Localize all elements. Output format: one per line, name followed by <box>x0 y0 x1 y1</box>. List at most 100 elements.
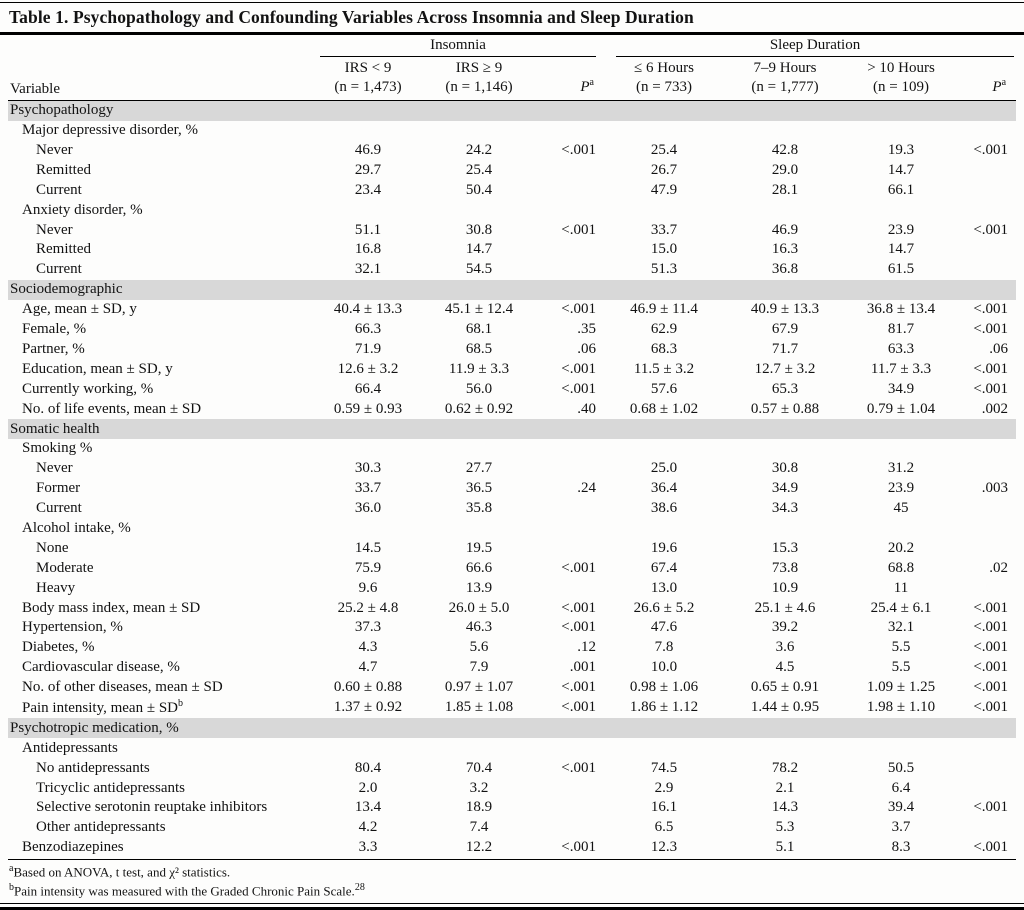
value-cell: 27.7 <box>465 460 493 477</box>
value-cell: 32.1 <box>887 619 915 636</box>
value-cell: 1.37 ± 0.92 <box>333 699 403 716</box>
group-header-spacer <box>8 35 316 57</box>
value-cell: 0.68 ± 1.02 <box>629 400 699 417</box>
value-cell: 0.79 ± 1.04 <box>866 400 936 417</box>
group-header-row: Insomnia Sleep Duration <box>8 35 1016 57</box>
variable-row: Heavy 9.6 13.9 13.0 10.9 11 <box>8 578 1016 598</box>
column-header-row: Variable IRS < 9 (n = 1,473) IRS ≥ 9 (n … <box>8 56 1017 101</box>
value-cell: 32.1 <box>354 261 382 278</box>
value-cell: 0.60 ± 0.88 <box>333 679 403 696</box>
value-cell: 80.4 <box>354 759 382 776</box>
value-cell: 61.5 <box>887 261 915 278</box>
variable-label: Body mass index, mean ± SD <box>22 599 201 616</box>
value-cell: 11 <box>893 579 909 596</box>
value-cell: 6.4 <box>891 779 911 796</box>
variable-label: Never <box>36 142 73 159</box>
value-cell: 1.09 ± 1.25 <box>866 679 936 696</box>
section-label: Sociodemographic <box>8 279 1017 300</box>
value-cell: 66.1 <box>887 181 915 198</box>
value-cell: 0.98 ± 1.06 <box>629 679 699 696</box>
value-cell: 66.4 <box>354 380 382 397</box>
value-cell: 36.4 <box>650 480 678 497</box>
variable-label: Never <box>36 221 73 238</box>
value-cell: 2.0 <box>358 779 378 796</box>
footnote-text-a: Based on ANOVA, t test, and χ² statistic… <box>13 863 231 879</box>
value-cell: 23.4 <box>354 181 382 198</box>
variable-row: Other antidepressants 4.2 7.4 6.5 5.3 3.7 <box>8 818 1016 838</box>
variable-row: Remitted 16.8 14.7 15.0 16.3 14.7 <box>8 240 1016 260</box>
value-cell: 30.8 <box>771 460 799 477</box>
value-cell: 46.9 <box>354 142 382 159</box>
column-sublabel: (n = 1,777) <box>751 79 819 96</box>
variable-label: Moderate <box>36 559 94 576</box>
value-cell: 0.97 ± 1.07 <box>444 679 514 696</box>
variable-row: No. of life events, mean ± SD 0.59 ± 0.93… <box>8 399 1016 419</box>
value-cell: 7.4 <box>469 819 489 836</box>
value-cell: 66.6 <box>465 559 493 576</box>
p-value-cell: <.001 <box>561 142 596 159</box>
column-header-irs-ge-9: IRS ≥ 9 (n = 1,146) <box>420 56 538 101</box>
variable-row: Benzodiazepines 3.3 12.2 <.001 12.3 5.1 8.3 <.0… <box>8 838 1016 858</box>
column-group-insomnia: Insomnia <box>316 35 604 57</box>
value-cell: 45 <box>893 500 909 517</box>
value-cell: 34.9 <box>887 380 915 397</box>
p-value-cell <box>956 499 1016 519</box>
p-value-cell: <.001 <box>973 221 1009 238</box>
value-cell: 46.9 <box>771 221 799 238</box>
variable-label: Remitted <box>36 161 91 178</box>
value-cell: 68.3 <box>650 340 678 357</box>
value-cell: 23.9 <box>887 480 915 497</box>
value-cell: 50.4 <box>465 181 493 198</box>
p-value-cell <box>956 778 1016 798</box>
value-cell: 11.5 ± 3.2 <box>633 360 695 377</box>
top-rule <box>0 2 1024 3</box>
column-header-irs-lt-9: IRS < 9 (n = 1,473) <box>316 56 420 101</box>
variable-row: Former 33.7 36.5 .24 36.4 34.9 23.9 .003 <box>8 479 1016 499</box>
value-cell: 46.9 ± 11.4 <box>630 301 698 318</box>
value-cell: 5.5 <box>891 639 911 656</box>
value-cell: 78.2 <box>771 759 799 776</box>
p-value-cell <box>538 240 604 260</box>
p-value-cell: <.001 <box>973 659 1009 676</box>
column-sublabel: (n = 1,473) <box>334 79 402 96</box>
value-cell: 3.6 <box>775 639 795 656</box>
column-label: ≤ 6 Hours <box>634 59 694 76</box>
value-cell: 1.98 ± 1.10 <box>866 699 936 716</box>
section-label: Psychotropic medication, % <box>8 718 1017 739</box>
value-cell: 56.0 <box>465 380 493 397</box>
variable-label: Currently working, % <box>22 380 154 397</box>
p-value-cell <box>956 578 1016 598</box>
value-cell: 73.8 <box>771 559 799 576</box>
p-value-cell: <.001 <box>973 639 1009 656</box>
variable-label: Remitted <box>36 241 91 258</box>
value-cell: 71.9 <box>354 340 382 357</box>
subheader-row: Alcohol intake, % <box>8 518 1016 538</box>
variable-row: Currently working, % 66.4 56.0 <.001 57.6 65.… <box>8 379 1016 399</box>
p-value-cell <box>538 778 604 798</box>
value-cell: 11.7 ± 3.3 <box>870 360 932 377</box>
value-cell: 39.4 <box>887 799 915 816</box>
value-cell: 4.3 <box>358 639 378 656</box>
value-cell: 31.2 <box>887 460 915 477</box>
value-cell: 6.5 <box>654 819 674 836</box>
column-label: 7–9 Hours <box>753 59 817 76</box>
value-cell: 9.6 <box>358 579 378 596</box>
value-cell: 8.3 <box>891 839 911 856</box>
value-cell: 25.4 <box>650 142 678 159</box>
variable-row: Current 32.1 54.5 51.3 36.8 61.5 <box>8 260 1016 280</box>
value-cell: 1.85 ± 1.08 <box>444 699 514 716</box>
value-cell: 57.6 <box>650 380 678 397</box>
p-value-cell: <.001 <box>561 759 596 776</box>
variable-label: Cardiovascular disease, % <box>22 659 180 676</box>
variable-row: No antidepressants 80.4 70.4 <.001 74.5 78.2 5… <box>8 758 1016 778</box>
variable-label: Other antidepressants <box>36 819 166 836</box>
p-value-cell: .35 <box>577 321 596 338</box>
variable-row: Selective serotonin reuptake inhibitors 1… <box>8 798 1016 818</box>
column-header-p-sleep-duration: Pa <box>956 56 1017 101</box>
p-value-cell: <.001 <box>973 360 1009 377</box>
variable-label: Current <box>36 181 82 198</box>
p-value-cell <box>538 180 604 200</box>
value-cell: 18.9 <box>465 799 493 816</box>
value-cell: 25.2 ± 4.8 <box>337 599 399 616</box>
value-cell: 14.7 <box>465 241 493 258</box>
